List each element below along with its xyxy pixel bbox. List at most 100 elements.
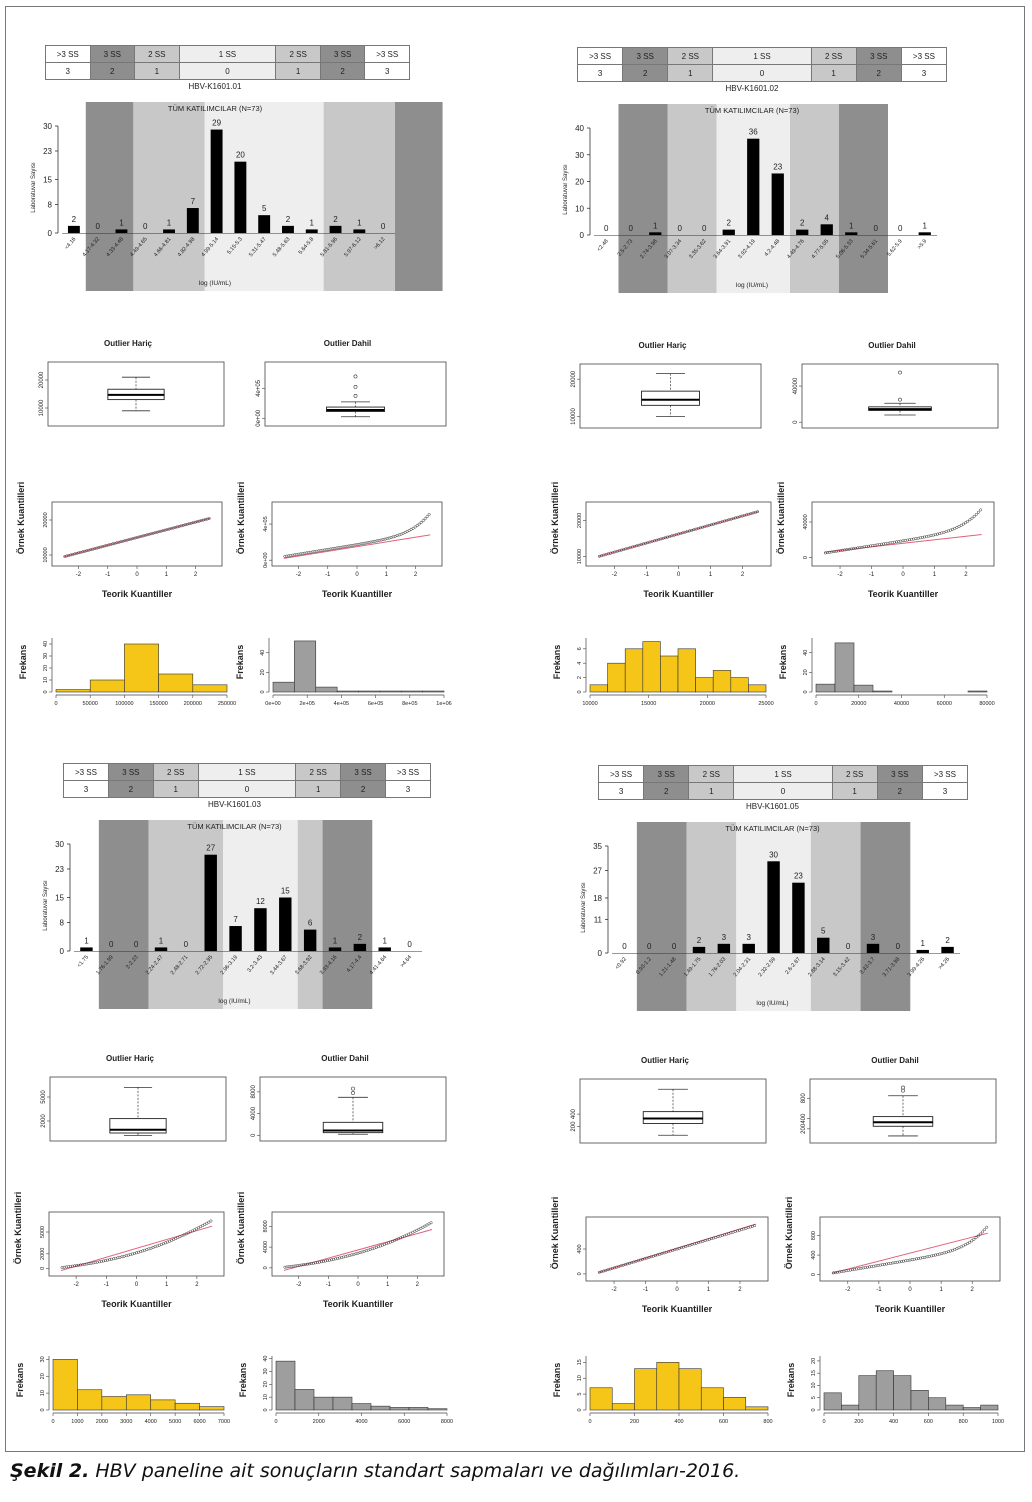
bar-value-label: 5 <box>262 204 267 213</box>
sd-score-cell: 3 <box>576 64 624 82</box>
qq-point <box>339 545 343 549</box>
y-tick-label: 0 <box>598 949 603 958</box>
hist-bar <box>980 1404 999 1411</box>
x-tick-label: 80000 <box>979 701 994 707</box>
qq-point <box>295 553 299 556</box>
hist-bar <box>678 1368 702 1411</box>
x-axis-label: log (IU/mL) <box>218 998 250 1005</box>
qq-point <box>189 521 193 525</box>
bar <box>115 229 128 233</box>
x-tick-label: 2 <box>964 572 968 578</box>
qq-point <box>387 536 391 540</box>
y-tick-label: 0 <box>60 947 65 956</box>
sd-label-cell: 1 SS <box>733 765 833 783</box>
hist-bar <box>660 655 679 693</box>
y-tick-label: 20000 <box>577 513 583 528</box>
x-tick-label: -2 <box>76 572 82 578</box>
sd-table: >3 SS 3 SS 2 SS 1 SS 2 SS 3 SS >3 SS 3 2 1 0 1 2 3 <box>597 765 969 800</box>
y-tick-label: 0 <box>48 229 53 238</box>
qq-point <box>207 517 211 520</box>
x-tick-label: 5000 <box>169 1419 181 1425</box>
bar-value-label: 0 <box>184 940 189 949</box>
qq-point <box>115 541 119 545</box>
hist-bar <box>945 1404 964 1411</box>
x-axis-label: log (IU/mL) <box>736 282 768 289</box>
qq-point <box>330 1258 334 1262</box>
qq-point <box>293 1264 297 1268</box>
bar-value-label: 1 <box>310 218 315 227</box>
qq-point <box>328 1258 332 1262</box>
x-tick-label: 15000 <box>641 701 656 707</box>
qq-plot-included: Örnek Kuantilleri -2 -1 0 1 2 0e+00 4e+05 Teorik… <box>236 482 443 599</box>
bar-value-label: 0 <box>678 224 683 233</box>
frequency-histogram-yellow: Frekans 0 10 20 30 0 1000 2000 3000 4000 5000 6000 7… <box>15 1356 230 1425</box>
qq-point <box>79 550 83 554</box>
qq-point <box>319 549 323 552</box>
qq-point <box>93 1261 97 1265</box>
x-tick-label: -1 <box>869 572 875 578</box>
sd-score-cell: 0 <box>712 64 812 82</box>
x-tick-label: 0 <box>51 1419 54 1425</box>
qq-point <box>297 552 301 556</box>
x-tick-label: 2 <box>971 1287 975 1293</box>
qq-x-label: Teorik Kuantiller <box>642 1304 713 1314</box>
y-tick-label: 0 <box>803 556 809 559</box>
bar-value-label: 1 <box>333 936 338 945</box>
qq-point <box>299 552 303 556</box>
bar <box>817 937 830 953</box>
qq-x-label: Teorik Kuantiller <box>323 1299 394 1309</box>
qq-point <box>383 537 387 541</box>
qq-point <box>320 1260 323 1264</box>
bar <box>305 229 318 233</box>
sd-score-cell: 1 <box>152 780 199 798</box>
y-tick-label: 20 <box>811 1358 817 1364</box>
y-tick-label: 0 <box>263 1266 269 1269</box>
qq-point <box>325 548 329 552</box>
bar-value-label: 0 <box>407 940 412 949</box>
figure-frame <box>5 6 1025 1452</box>
sd-band <box>790 104 839 293</box>
y-tick-label: 0 <box>793 420 799 424</box>
x-tick-label: 2000 <box>313 1419 325 1425</box>
qq-x-label: Teorik Kuantiller <box>868 589 939 599</box>
qq-point <box>959 523 963 527</box>
qq-point <box>332 1257 336 1261</box>
sd-score-cell: 1 <box>831 782 878 800</box>
qq-point <box>95 546 99 550</box>
y-tick-label: 4e+05 <box>263 516 269 531</box>
qq-point <box>979 508 983 512</box>
sd-label-cell: 1 SS <box>197 763 297 781</box>
y-tick-label: 4000 <box>251 1106 257 1120</box>
bar-value-label: 2 <box>727 219 732 228</box>
sd-label-cell: >3 SS <box>45 45 91 63</box>
bar <box>229 926 242 951</box>
qq-point <box>347 544 351 548</box>
hist-bar <box>336 690 359 693</box>
x-tick-label: 1 <box>165 572 169 578</box>
box <box>109 1118 167 1134</box>
x-tick-label: 0 <box>908 1287 912 1293</box>
y-tick-label: 20000 <box>571 370 577 387</box>
bar-value-label: 2 <box>286 215 291 224</box>
qq-point <box>73 1264 76 1268</box>
qq-x-label: Teorik Kuantiller <box>102 589 173 599</box>
qq-plot-included: Örnek Kuantilleri -2 -1 0 1 2 0 40000 Teorik Kua… <box>776 482 995 599</box>
x-tick-label: 2 <box>416 1282 420 1288</box>
x-tick-label: -1 <box>104 1282 110 1288</box>
qq-point <box>307 1262 311 1266</box>
y-tick-label: 200 <box>801 1123 807 1134</box>
hist-bar <box>55 689 91 693</box>
qq-y-label: Örnek Kuantilleri <box>16 482 26 555</box>
hist-bar <box>677 648 696 693</box>
y-tick-label: 15 <box>577 1359 583 1365</box>
boxplot-title: Outlier Hariç <box>104 339 153 348</box>
qq-point <box>285 1265 289 1269</box>
qq-point <box>342 1255 346 1259</box>
qq-point <box>377 538 381 542</box>
sd-table: >3 SS 3 SS 2 SS 1 SS 2 SS 3 SS >3 SS 3 2 1 0 1 2 3 <box>45 45 410 80</box>
bar <box>792 882 805 953</box>
qq-plot-excluded: Örnek Kuantilleri -2 -1 0 1 2 0 2000 5000 Teorik … <box>13 1192 225 1309</box>
qq-point <box>64 1265 68 1269</box>
qq-point <box>149 532 153 536</box>
